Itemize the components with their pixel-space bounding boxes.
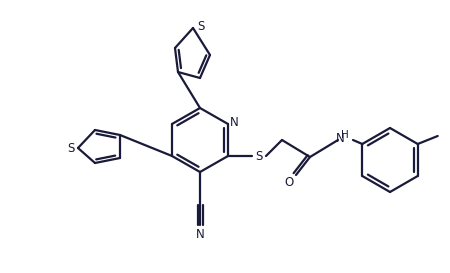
Text: S: S	[68, 141, 75, 155]
Text: H: H	[341, 130, 349, 140]
Text: N: N	[196, 227, 204, 241]
Text: S: S	[197, 20, 205, 34]
Text: O: O	[284, 176, 293, 188]
Text: N: N	[230, 115, 238, 129]
Text: N: N	[336, 132, 344, 146]
Text: S: S	[255, 150, 263, 162]
